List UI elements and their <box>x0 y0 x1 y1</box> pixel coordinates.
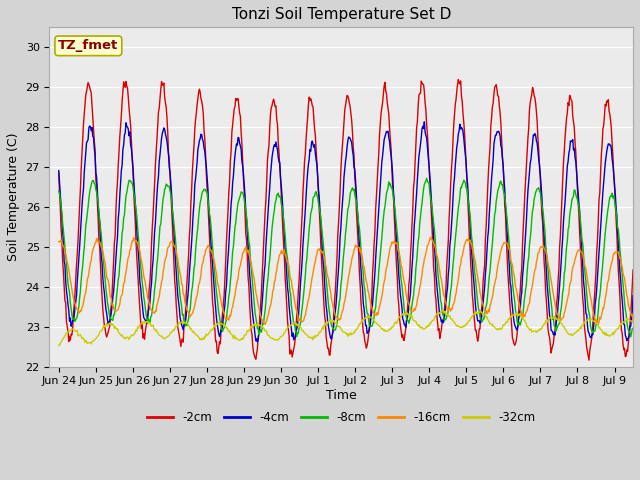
-16cm <box>595 322 602 327</box>
-4cm <box>57 202 65 207</box>
-2cm <box>321 319 329 324</box>
Y-axis label: Soil Temperature (C): Soil Temperature (C) <box>7 132 20 261</box>
-16cm <box>321 261 329 267</box>
X-axis label: Time: Time <box>326 389 356 402</box>
-2cm <box>629 267 637 273</box>
-32cm <box>468 314 476 320</box>
-4cm <box>135 262 143 267</box>
-2cm <box>454 77 462 83</box>
Line: -2cm: -2cm <box>59 80 633 360</box>
-32cm <box>439 308 447 314</box>
-32cm <box>321 321 329 326</box>
-16cm <box>135 245 143 251</box>
-32cm <box>481 312 489 318</box>
-32cm <box>300 329 308 335</box>
-8cm <box>423 176 431 181</box>
-4cm <box>55 168 63 173</box>
-4cm <box>483 262 490 267</box>
-2cm <box>468 271 476 277</box>
-16cm <box>57 237 65 243</box>
-16cm <box>468 240 476 246</box>
-8cm <box>57 203 65 209</box>
-8cm <box>300 290 308 296</box>
-4cm <box>420 119 428 125</box>
Title: Tonzi Soil Temperature Set D: Tonzi Soil Temperature Set D <box>232 7 451 22</box>
-2cm <box>135 295 143 300</box>
-4cm <box>301 219 308 225</box>
-16cm <box>55 239 63 244</box>
-8cm <box>55 188 63 194</box>
-16cm <box>300 318 308 324</box>
-8cm <box>629 325 637 331</box>
-32cm <box>135 323 143 329</box>
-32cm <box>629 320 637 325</box>
Legend: -2cm, -4cm, -8cm, -16cm, -32cm: -2cm, -4cm, -8cm, -16cm, -32cm <box>143 406 540 429</box>
-16cm <box>481 307 489 313</box>
-4cm <box>323 303 330 309</box>
-2cm <box>55 170 63 176</box>
-8cm <box>468 233 476 239</box>
-16cm <box>629 318 637 324</box>
-32cm <box>57 339 65 345</box>
-4cm <box>253 339 261 345</box>
-8cm <box>627 334 634 340</box>
-8cm <box>135 243 143 249</box>
-2cm <box>300 175 308 181</box>
-8cm <box>481 306 489 312</box>
-2cm <box>57 226 65 231</box>
-16cm <box>427 234 435 240</box>
-8cm <box>321 267 329 273</box>
-2cm <box>481 236 489 242</box>
Line: -16cm: -16cm <box>59 237 633 324</box>
Line: -8cm: -8cm <box>59 179 633 337</box>
Text: TZ_fmet: TZ_fmet <box>58 39 118 52</box>
-32cm <box>55 343 63 348</box>
Line: -4cm: -4cm <box>59 122 633 342</box>
-4cm <box>468 258 476 264</box>
Line: -32cm: -32cm <box>59 311 633 346</box>
-4cm <box>629 293 637 299</box>
-2cm <box>585 357 593 363</box>
